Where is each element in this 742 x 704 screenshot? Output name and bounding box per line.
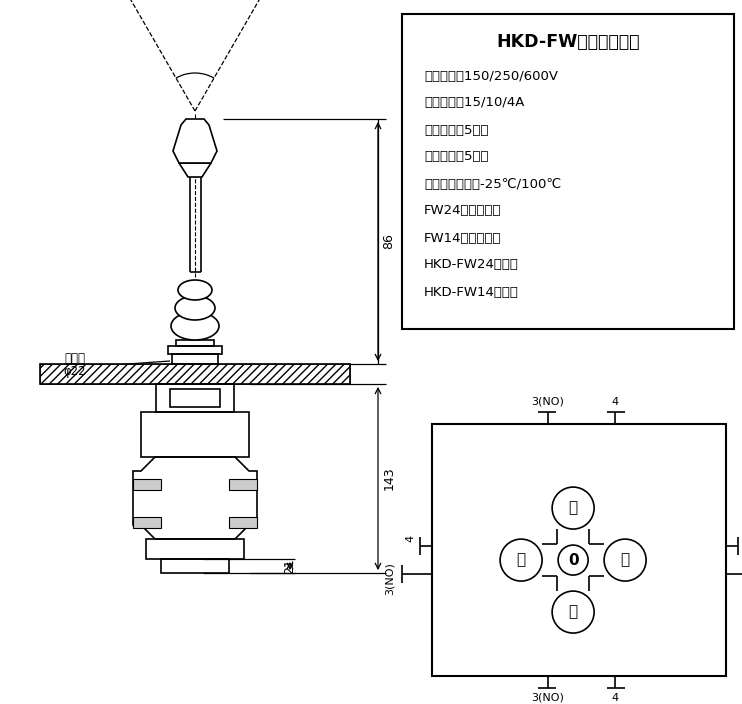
Text: 左: 左 xyxy=(516,553,525,567)
Text: 86: 86 xyxy=(382,234,395,249)
Bar xyxy=(133,479,161,490)
Circle shape xyxy=(604,539,646,581)
Bar xyxy=(432,424,726,676)
Bar xyxy=(40,364,350,384)
Text: 143: 143 xyxy=(382,467,395,490)
Bar xyxy=(557,508,589,612)
Circle shape xyxy=(500,539,542,581)
Text: HKD-FW14：自锁: HKD-FW14：自锁 xyxy=(424,286,519,298)
Bar xyxy=(172,354,218,364)
Text: 安装孔: 安装孔 xyxy=(65,351,85,365)
Bar xyxy=(521,544,625,576)
Bar xyxy=(229,517,257,528)
Bar xyxy=(229,479,257,490)
Text: 4: 4 xyxy=(405,534,415,541)
Text: 21: 21 xyxy=(283,558,297,574)
Bar xyxy=(176,340,214,346)
Bar xyxy=(133,517,161,528)
Text: 上: 上 xyxy=(568,501,578,515)
Text: 4: 4 xyxy=(611,397,619,407)
Text: HKD-FW24：自复: HKD-FW24：自复 xyxy=(424,258,519,272)
Text: FW24：四向自复: FW24：四向自复 xyxy=(424,204,502,218)
Polygon shape xyxy=(133,457,257,539)
Bar xyxy=(170,389,220,407)
Text: 0: 0 xyxy=(568,553,579,567)
Text: 机械寿命：5万次: 机械寿命：5万次 xyxy=(424,123,488,137)
Text: 3(NO): 3(NO) xyxy=(385,562,395,594)
Ellipse shape xyxy=(178,280,212,300)
Circle shape xyxy=(552,487,594,529)
Text: 电气寿命：5万次: 电气寿命：5万次 xyxy=(424,151,488,163)
Text: 下: 下 xyxy=(568,605,578,620)
Polygon shape xyxy=(179,163,211,177)
Bar xyxy=(156,384,234,412)
Circle shape xyxy=(558,545,588,575)
Bar xyxy=(146,539,244,559)
Text: 3(NO): 3(NO) xyxy=(532,397,565,407)
Ellipse shape xyxy=(171,312,219,340)
Bar xyxy=(40,364,350,384)
Text: 额定电流：15/10/4A: 额定电流：15/10/4A xyxy=(424,96,525,110)
Text: 3(NO): 3(NO) xyxy=(532,693,565,703)
Ellipse shape xyxy=(175,296,215,320)
Bar xyxy=(168,346,222,354)
Text: φ22: φ22 xyxy=(64,365,86,377)
Text: 使用温度范围：-25℃/100℃: 使用温度范围：-25℃/100℃ xyxy=(424,177,561,191)
Bar xyxy=(161,559,229,573)
Bar xyxy=(402,14,734,329)
Text: 4: 4 xyxy=(611,693,619,703)
Text: 右: 右 xyxy=(620,553,630,567)
Text: 额定电压：150/250/600V: 额定电压：150/250/600V xyxy=(424,70,558,82)
Bar xyxy=(141,412,249,457)
Polygon shape xyxy=(173,119,217,163)
Circle shape xyxy=(552,591,594,633)
Text: FW14：四向自锁: FW14：四向自锁 xyxy=(424,232,502,244)
Text: HKD-FW系列十字开关: HKD-FW系列十字开关 xyxy=(496,33,640,51)
